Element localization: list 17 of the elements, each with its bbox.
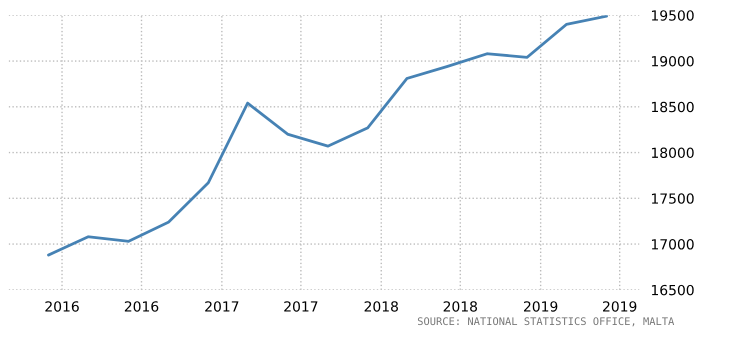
- line-series: [47, 15, 608, 256]
- y-tick-label: 19000: [652, 56, 694, 66]
- x-tick-label: 2016: [45, 301, 79, 312]
- y-tick-label: 16500: [652, 284, 694, 296]
- x-tick-label: 2019: [603, 301, 636, 312]
- x-tick-label: 2017: [205, 301, 238, 312]
- source-note: SOURCE: NATIONAL STATISTICS OFFICE, MALTA: [418, 317, 674, 326]
- y-tick-label: 17000: [652, 239, 694, 250]
- x-tick-label: 2016: [124, 301, 158, 312]
- y-tick-label: 18500: [652, 102, 694, 112]
- x-tick-label: 2017: [284, 301, 318, 312]
- x-tick-label: 2018: [444, 301, 478, 312]
- x-tick-label: 2019: [524, 301, 558, 312]
- y-tick-label: 18000: [652, 148, 694, 158]
- x-tick-label: 2018: [364, 301, 398, 312]
- y-tick-label: 17500: [652, 193, 694, 204]
- y-tick-label: 19500: [652, 10, 694, 21]
